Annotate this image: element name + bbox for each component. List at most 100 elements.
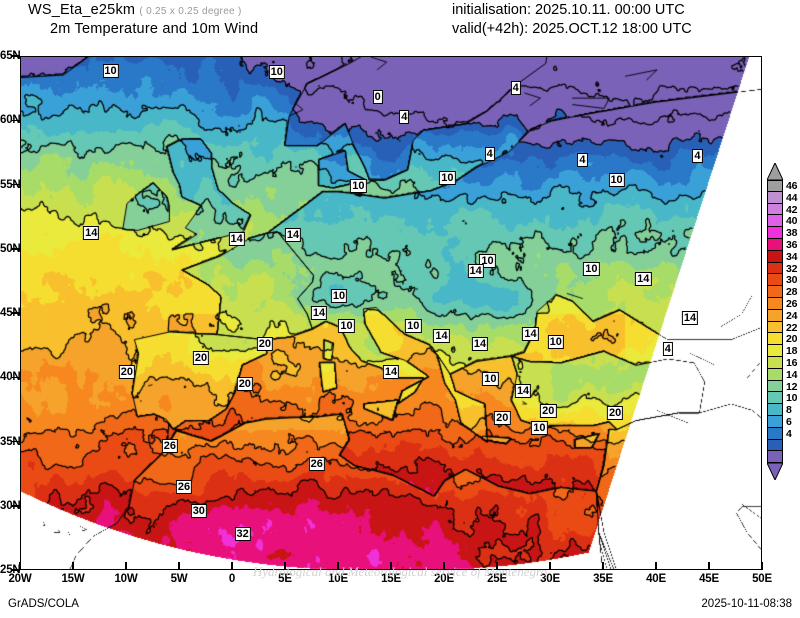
colorbar-swatch — [767, 286, 783, 298]
colorbar-swatch — [767, 380, 783, 393]
contour-label: 10 — [350, 179, 367, 194]
y-axis-tick — [12, 248, 20, 250]
colorbar-tick-label: 30 — [786, 274, 798, 287]
chart-header: WS_Eta_e25km ( 0.25 x 0.25 degree ) 2m T… — [0, 0, 800, 40]
x-axis-label: 15E — [381, 573, 401, 585]
colorbar-swatch — [767, 250, 783, 263]
contour-label: 32 — [234, 527, 251, 542]
contour-label: 20 — [540, 403, 557, 418]
contour-label: 14 — [310, 306, 328, 320]
model-name: WS_Eta_e25km — [28, 2, 136, 18]
x-axis-label: 10E — [328, 573, 348, 585]
y-axis-label: 30N — [0, 499, 21, 512]
contour-label: 20 — [256, 336, 273, 351]
contour-label: 10 — [531, 420, 548, 435]
colorbar-swatch — [767, 321, 783, 334]
colorbar[interactable]: 46 44 42 40 38 36 34 32 30 28 26 24 22 20 18 16 14 12 10 8 6… — [764, 163, 800, 481]
colorbar-swatch — [767, 215, 783, 228]
contour-label: 20 — [192, 350, 210, 365]
contour-label: 10 — [405, 318, 422, 333]
colorbar-tick-label: 44 — [786, 191, 798, 204]
colorbar-swatch — [767, 415, 783, 428]
contour-label: 4 — [692, 149, 703, 164]
colorbar-swatch — [767, 191, 783, 204]
colorbar-swatch — [767, 274, 783, 287]
x-axis-tick — [602, 562, 604, 570]
map-plot-area[interactable] — [20, 56, 762, 570]
y-axis-tick — [12, 55, 20, 57]
contour-label: 4 — [484, 147, 495, 162]
model-resolution: ( 0.25 x 0.25 degree ) — [139, 6, 242, 17]
y-axis-label: 65N — [0, 50, 21, 62]
colorbar-swatch — [767, 451, 783, 464]
temperature-field-canvas — [21, 57, 761, 569]
colorbar-swatches — [767, 180, 783, 464]
colorbar-swatch — [767, 439, 783, 452]
contour-label: 20 — [118, 364, 135, 379]
y-axis-tick — [12, 505, 20, 507]
contour-label: 30 — [190, 503, 207, 518]
x-axis-tick — [231, 562, 233, 570]
colorbar-tick-label: 8 — [786, 404, 792, 417]
y-axis-tick — [12, 119, 20, 121]
colorbar-tick-label: 36 — [786, 238, 798, 251]
y-axis-tick — [12, 440, 20, 443]
contour-label: 4 — [577, 152, 588, 167]
model-name-line: WS_Eta_e25km ( 0.25 x 0.25 degree ) — [28, 2, 242, 18]
colorbar-tick-label: 10 — [786, 392, 798, 405]
colorbar-tick-label: 22 — [786, 321, 798, 334]
x-axis-label: 25E — [487, 573, 507, 585]
contour-label: 26 — [161, 438, 178, 453]
x-axis-tick — [708, 562, 710, 570]
colorbar-swatch — [767, 238, 783, 251]
x-axis-tick — [19, 562, 21, 570]
x-axis-tick — [549, 562, 551, 570]
colorbar-tick-label: 26 — [786, 297, 798, 310]
credit-label: GrADS/COLA — [8, 598, 79, 610]
contour-label: 10 — [439, 171, 456, 186]
colorbar-tick-label: 6 — [786, 415, 792, 428]
colorbar-tick-label: 18 — [786, 345, 798, 358]
colorbar-swatch — [767, 427, 783, 440]
colorbar-swatch — [767, 180, 783, 192]
x-axis-label: 20W — [8, 573, 32, 585]
colorbar-tick-label: 34 — [786, 250, 798, 263]
contour-label: 10 — [482, 372, 499, 387]
colorbar-swatch — [767, 404, 783, 416]
x-axis-tick — [443, 562, 445, 570]
y-axis-tick — [12, 183, 20, 186]
colorbar-tick-label: 4 — [786, 427, 792, 440]
watermark: Hydrological and Meteorological service … — [252, 564, 548, 579]
contour-label: 14 — [681, 310, 699, 325]
x-axis-label: 0 — [228, 573, 236, 585]
colorbar-swatch — [767, 262, 783, 275]
contour-label: 10 — [268, 64, 285, 79]
colorbar-tick-label: 24 — [786, 309, 798, 322]
x-axis-tick — [284, 562, 286, 570]
colorbar-swatch — [767, 333, 783, 346]
x-axis-label: 30E — [540, 573, 560, 585]
contour-label: 14 — [471, 336, 489, 351]
y-axis-label: 60N — [0, 114, 21, 127]
x-axis-tick — [761, 562, 763, 570]
contour-label: 14 — [382, 365, 400, 380]
x-axis-tick — [72, 562, 74, 570]
colorbar-tick-label: 38 — [786, 227, 798, 240]
colorbar-swatch — [767, 368, 783, 381]
contour-label: 14 — [433, 328, 450, 343]
x-axis-tick — [125, 562, 127, 570]
contour-label: 4 — [399, 110, 410, 125]
y-axis-label: 25N — [0, 564, 21, 576]
colorbar-swatch — [767, 345, 783, 357]
contour-label: 10 — [338, 318, 355, 333]
contour-label: 20 — [236, 376, 253, 391]
valid-time: valid(+42h): 2025.OCT.12 18:00 UTC — [452, 21, 692, 37]
x-axis-label: 35E — [593, 573, 613, 585]
colorbar-swatch — [767, 309, 783, 322]
x-axis-tick — [655, 562, 657, 570]
colorbar-swatch — [767, 227, 783, 239]
colorbar-tick-label: 12 — [786, 380, 798, 393]
colorbar-tick-label: 40 — [786, 215, 798, 228]
y-axis-label: 55N — [0, 178, 21, 191]
colorbar-tick-label: 42 — [786, 203, 798, 216]
